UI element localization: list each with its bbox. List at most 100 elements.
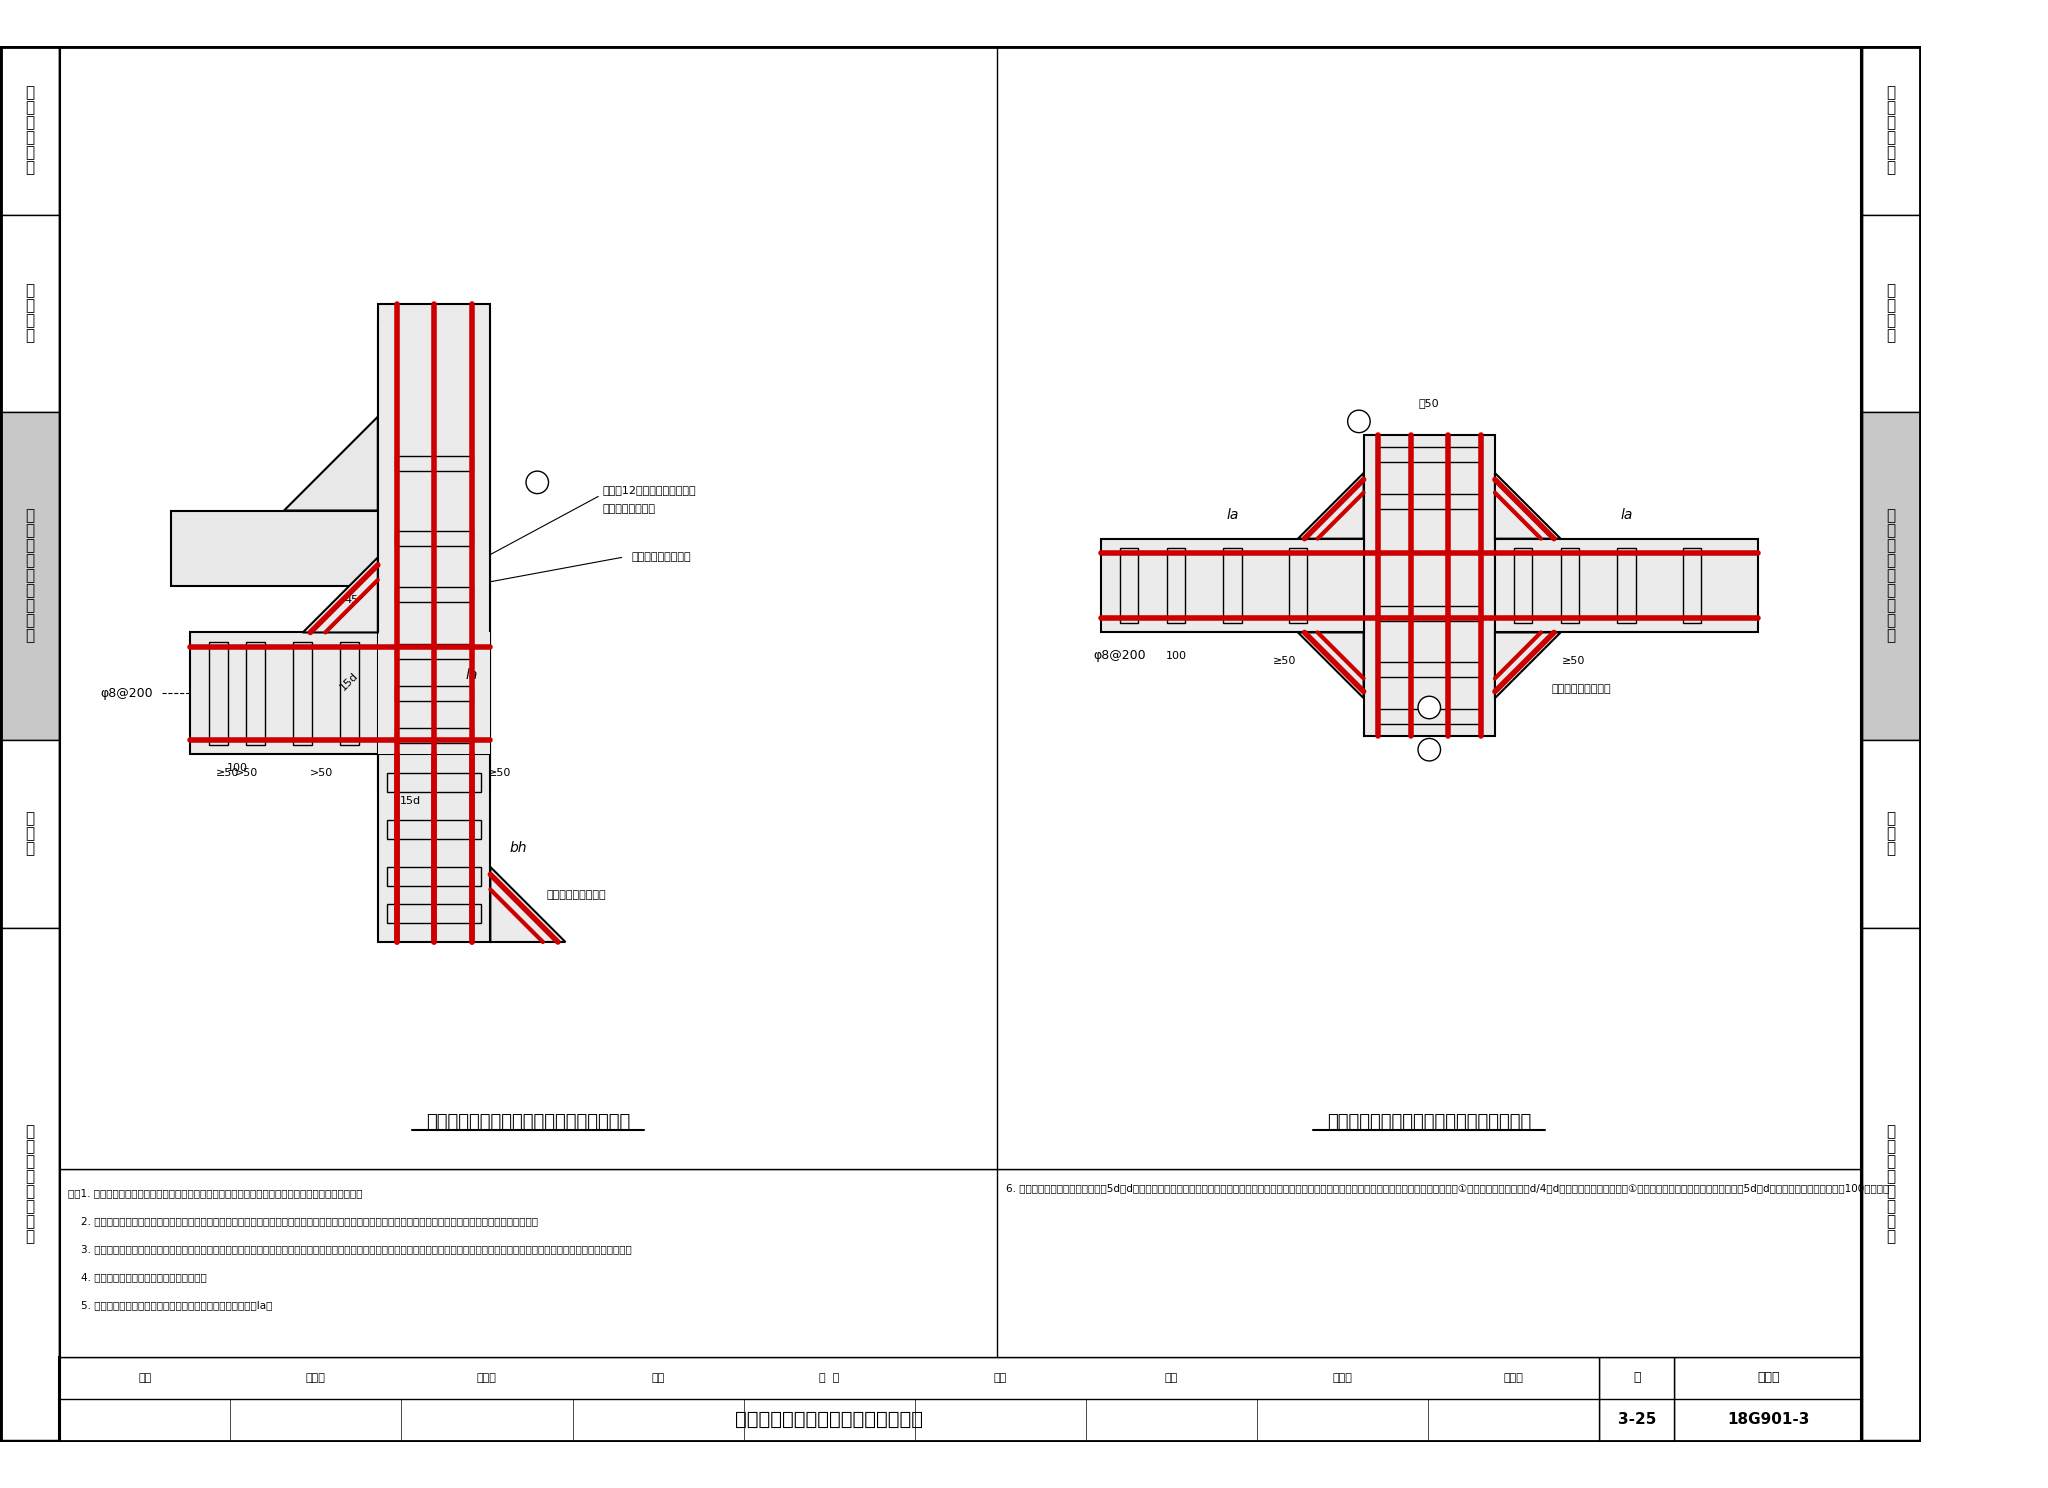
Text: la: la (1620, 509, 1632, 522)
Polygon shape (489, 868, 565, 942)
Text: 基础梁与柱结合部侧腋钢筋排布构造: 基础梁与柱结合部侧腋钢筋排布构造 (735, 1411, 924, 1430)
Text: 直径＞12且不小于柱箍筋直径: 直径＞12且不小于柱箍筋直径 (602, 485, 696, 496)
Bar (293, 641, 311, 745)
Bar (377, 586, 489, 792)
Bar (0, 740, 59, 929)
Bar (1288, 548, 1307, 623)
Text: >50: >50 (236, 768, 258, 778)
Text: 基: 基 (1886, 314, 1896, 329)
Bar (1561, 548, 1579, 623)
Text: 15d: 15d (338, 670, 360, 692)
Text: 般: 般 (1886, 101, 1896, 116)
Text: 形: 形 (25, 524, 35, 539)
Polygon shape (285, 417, 377, 510)
Bar (190, 632, 377, 754)
Text: 3. 当柱与基础梁结合部位的梁顶面高度不同时，梁包柱侧腋顶面应与较高基础梁的梁顶面在同一平面上，侧腋顶面至较低梁顶面高差内的侧腋，可参照角柱或丁字交叉基础梁包柱: 3. 当柱与基础梁结合部位的梁顶面高度不同时，梁包柱侧腋顶面应与较高基础梁的梁顶… (68, 1244, 633, 1254)
Text: la: la (465, 668, 477, 682)
Bar (1120, 548, 1139, 623)
Bar (1675, 1357, 1862, 1440)
Text: 础: 础 (25, 1153, 35, 1170)
Text: 筏: 筏 (1886, 583, 1896, 598)
Text: 校对: 校对 (651, 1372, 666, 1382)
Text: 设计: 设计 (1165, 1372, 1178, 1382)
Bar (395, 686, 473, 701)
Text: 参剑: 参剑 (993, 1372, 1008, 1382)
Text: 黄志刚: 黄志刚 (305, 1372, 326, 1382)
Text: ＞50: ＞50 (1419, 397, 1440, 408)
Text: 独: 独 (25, 283, 35, 299)
Bar (377, 304, 489, 754)
Bar (246, 641, 266, 745)
Text: 基: 基 (25, 1138, 35, 1153)
Text: 础: 础 (1886, 628, 1896, 644)
Text: 础: 础 (1886, 554, 1896, 568)
Bar (1378, 606, 1481, 620)
Text: 一: 一 (1886, 85, 1896, 101)
Bar (1495, 539, 1757, 632)
Text: 造: 造 (1886, 1229, 1896, 1244)
Bar (59, 1357, 1862, 1440)
Text: 无外伸基础梁与角柱结合部位钢筋排布构造: 无外伸基础梁与角柱结合部位钢筋排布构造 (426, 1113, 631, 1131)
Bar (0, 46, 59, 214)
Bar (387, 868, 481, 885)
Text: 15d: 15d (399, 796, 422, 806)
Text: 王怀元: 王怀元 (1333, 1372, 1352, 1382)
Text: 础: 础 (25, 329, 35, 344)
Bar (209, 641, 227, 745)
Text: 基: 基 (1886, 1138, 1896, 1153)
Text: 构: 构 (1886, 1214, 1896, 1229)
Text: bh: bh (510, 841, 526, 856)
Text: 构: 构 (25, 1214, 35, 1229)
Text: 构: 构 (25, 116, 35, 131)
Bar (377, 754, 489, 942)
Text: 构: 构 (1886, 116, 1896, 131)
Text: 1: 1 (1354, 415, 1364, 429)
Bar (1378, 710, 1481, 725)
Bar (395, 588, 473, 603)
Text: ≥50: ≥50 (215, 768, 240, 778)
Text: 础: 础 (1886, 1153, 1896, 1170)
Text: 基: 基 (25, 613, 35, 628)
Text: 2. 当基础梁与柱等宽，或柱与梁的某一侧面相平时，存在因梁纵筋与柱纵筋在同一个平面内导致直通交叉遇阻情况，此时应适当调整基础梁宽度使柱纵筋直通绑固。: 2. 当基础梁与柱等宽，或柱与梁的某一侧面相平时，存在因梁纵筋与柱纵筋在同一个平… (68, 1216, 539, 1226)
Text: 有: 有 (25, 1170, 35, 1184)
Bar (377, 632, 489, 754)
Text: 基: 基 (1886, 826, 1896, 842)
Bar (0, 929, 59, 1440)
Bar (1862, 48, 1921, 1440)
Bar (59, 1170, 1862, 1357)
Text: 贾召田: 贾召田 (477, 1372, 498, 1382)
Text: 立: 立 (1886, 299, 1896, 314)
Bar (395, 728, 473, 743)
Text: 6. 柱部分箍筋的保护层厚度不大于5d（d为箍圆箍筋的最大直径）的部位应插空补充箍围区横向钢筋。所补充钢筋的形式同本图中基础梁侧腋部位横向构造钢筋①，且应满足直: 6. 柱部分箍筋的保护层厚度不大于5d（d为箍圆箍筋的最大直径）的部位应插空补充… (1006, 1183, 1888, 1193)
Bar (1513, 548, 1532, 623)
Text: 100: 100 (227, 763, 248, 774)
Circle shape (1417, 696, 1440, 719)
Text: 基: 基 (1886, 539, 1896, 554)
Text: 与: 与 (25, 1123, 35, 1138)
Text: 般: 般 (25, 101, 35, 116)
Text: 注：1. 除基础梁比柱宽且完全形成梁包柱的情况外，所有基础梁与柱结合部位均按本图的构造排布钢筋。: 注：1. 除基础梁比柱宽且完全形成梁包柱的情况外，所有基础梁与柱结合部位均按本图… (68, 1187, 362, 1198)
Text: 条: 条 (1886, 509, 1896, 524)
Bar (0, 412, 59, 740)
Text: 与: 与 (1886, 1123, 1896, 1138)
Text: 形: 形 (25, 598, 35, 613)
Text: 有: 有 (1886, 1170, 1896, 1184)
Text: 桩: 桩 (1886, 811, 1896, 826)
Text: 间距同柱箍筋间距: 间距同柱箍筋间距 (602, 503, 655, 513)
Text: 要: 要 (1886, 146, 1896, 161)
Bar (1102, 539, 1364, 632)
Text: 基: 基 (25, 539, 35, 554)
Text: 100: 100 (1165, 650, 1186, 661)
Bar (1862, 740, 1921, 929)
Bar (1364, 436, 1495, 735)
Bar (340, 641, 358, 745)
Text: 图集号: 图集号 (1757, 1370, 1780, 1384)
Text: ≥50: ≥50 (1274, 656, 1296, 665)
Bar (395, 644, 473, 659)
Bar (1223, 548, 1241, 623)
Bar (387, 774, 481, 792)
Bar (59, 48, 1862, 1170)
Text: 立: 立 (25, 299, 35, 314)
Text: 页: 页 (1632, 1370, 1640, 1384)
Bar (172, 510, 377, 586)
